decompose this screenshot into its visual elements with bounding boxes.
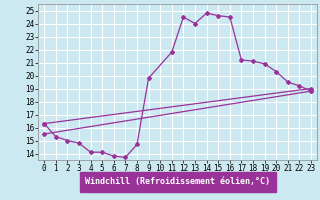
X-axis label: Windchill (Refroidissement éolien,°C): Windchill (Refroidissement éolien,°C) [85, 177, 270, 186]
